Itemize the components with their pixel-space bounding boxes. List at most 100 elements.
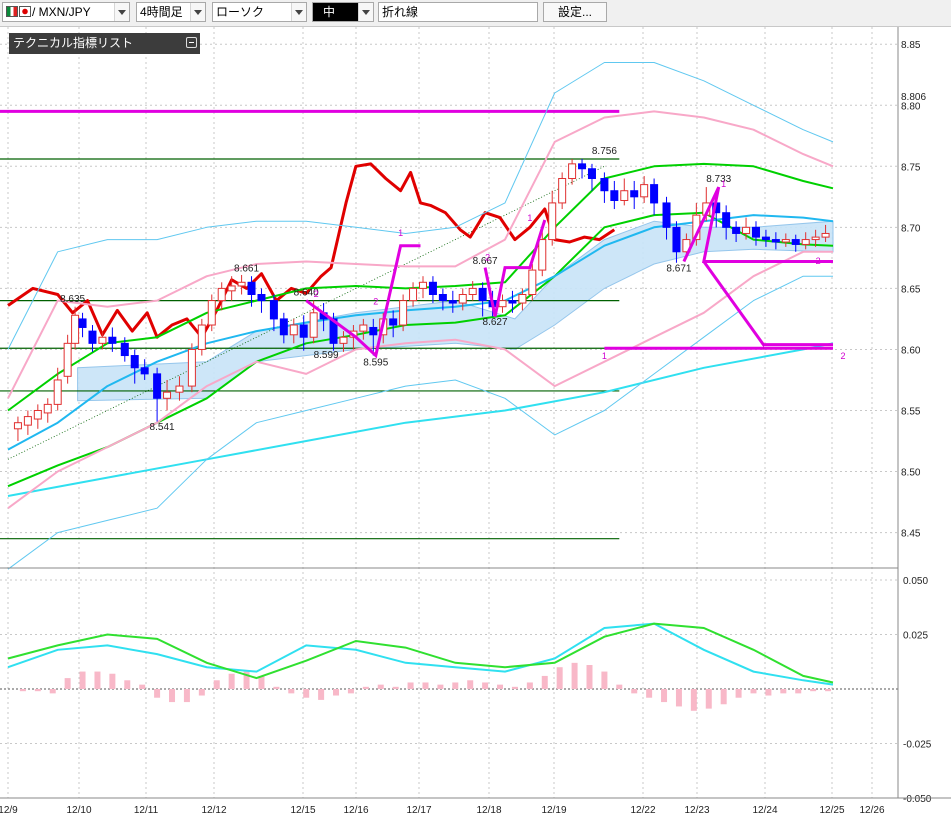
candle-down	[650, 184, 659, 204]
x-tick-label: 12/17	[406, 805, 431, 816]
axes: 12/9 12/10 12/11 12/12 12/15 12/16 12/17 12/18 1…	[0, 27, 951, 816]
candle-down	[610, 190, 619, 201]
chart-style-select[interactable]: ローソク	[212, 2, 307, 22]
price-annotation: 8.667	[473, 256, 498, 267]
x-tick-label: 12/19	[541, 805, 566, 816]
price-tick-label: 8.45	[901, 529, 921, 540]
price-tick-label: 8.50	[901, 468, 921, 479]
drawn-zigzag	[702, 260, 833, 347]
macd-histogram-bar	[139, 684, 146, 689]
macd-histogram-bar	[586, 665, 593, 689]
price-annotations: 8.635 8.661 8.640 8.599 8.595 8.541 8.667 8.627…	[60, 146, 845, 433]
timeframe-select[interactable]: 4時間足	[136, 2, 206, 22]
x-tick-label: 12/12	[201, 805, 226, 816]
candle-up	[538, 239, 547, 271]
price-annotation: 8.599	[314, 350, 339, 361]
mexico-flag-icon	[6, 6, 18, 17]
candle-up	[468, 287, 477, 296]
macd-histogram-bar	[303, 689, 310, 698]
chevron-down-icon	[190, 3, 205, 21]
candle-up	[548, 202, 557, 241]
macd-histogram-bar	[616, 684, 623, 689]
trend-line	[7, 165, 605, 460]
candle-up	[528, 269, 537, 295]
candle-up	[620, 190, 629, 201]
candle-up	[409, 287, 418, 302]
candle-down	[508, 300, 517, 304]
candle-down	[600, 178, 609, 192]
price-chart[interactable]: 8.635 8.661 8.640 8.599 8.595 8.541 8.667 8.627…	[0, 27, 951, 818]
symbol-select[interactable]: / MXN/JPY	[2, 2, 130, 22]
price-annotation: 8.640	[294, 288, 319, 299]
candle-up	[53, 379, 62, 405]
candle-up	[498, 300, 507, 308]
candle-down	[478, 287, 487, 302]
price-tick-label: 8.60	[901, 345, 921, 356]
candle-up	[289, 324, 298, 336]
price-annotation: 8.635	[60, 294, 85, 305]
macd-histogram-bar	[169, 689, 176, 703]
candle-up	[568, 163, 577, 180]
drawn-zigzag	[483, 219, 547, 317]
candle-up	[63, 342, 72, 377]
candle-down	[751, 226, 760, 238]
macd-signal-line	[7, 622, 834, 684]
candle-up	[237, 281, 246, 287]
macd-histogram-bar	[437, 684, 444, 689]
price-tick-label: 8.55	[901, 406, 921, 417]
wave-label: 1	[398, 228, 403, 238]
price-tick-label: 8.70	[901, 223, 921, 234]
candle-down	[120, 342, 129, 357]
settings-button[interactable]: 設定...	[543, 2, 607, 22]
price-tick-label: 8.65	[901, 284, 921, 295]
chart-grid	[0, 27, 898, 799]
indicator-list-panel[interactable]: テクニカル指標リスト	[9, 33, 200, 54]
x-tick-label: 12/23	[684, 805, 709, 816]
macd-histogram-bar	[109, 673, 116, 689]
wave-label: 2	[485, 252, 490, 262]
macd-histogram-bar	[825, 689, 832, 692]
candle-up	[518, 294, 527, 304]
price-tick-label: 8.75	[901, 162, 921, 173]
size-select[interactable]: 中	[312, 2, 374, 22]
candle-down	[428, 281, 437, 295]
x-tick-label: 12/18	[476, 805, 501, 816]
candle-up	[309, 312, 318, 338]
x-tick-label: 12/26	[859, 805, 884, 816]
macd-histogram-bar	[526, 682, 533, 689]
bb_outer_lower-line	[7, 275, 833, 570]
x-tick-label: 12/25	[819, 805, 844, 816]
macd-histogram-bar	[34, 689, 41, 692]
price-annotation: 8.733	[706, 174, 731, 185]
candle-up	[71, 314, 80, 344]
candle-up	[217, 287, 226, 302]
collapse-icon[interactable]	[186, 37, 197, 48]
macd-histogram-bar	[273, 686, 280, 689]
macd-histogram-bar	[94, 671, 101, 689]
candle-down	[587, 168, 596, 180]
candle-up	[418, 281, 427, 289]
macd-histogram-bar	[377, 684, 384, 689]
line-tool-select[interactable]: 折れ線	[378, 2, 538, 22]
candle-up	[801, 239, 810, 245]
candle-down	[78, 318, 87, 328]
macd-histogram-bar	[124, 680, 131, 689]
x-tick-label: 12/10	[66, 805, 91, 816]
macd-histogram-bar	[467, 680, 474, 689]
toolbar: / MXN/JPY 4時間足 ローソク 中 折れ線 設定...	[0, 0, 951, 27]
candle-up	[811, 236, 820, 241]
wave-label: 1	[721, 179, 726, 189]
candle-up	[227, 285, 236, 292]
candle-up	[187, 348, 196, 387]
x-tick-label: 12/22	[630, 805, 655, 816]
chart-style-label: ローソク	[216, 5, 265, 19]
candle-down	[279, 318, 288, 336]
candle-down	[247, 281, 256, 295]
chevron-down-icon	[291, 3, 306, 21]
rsi-line	[7, 162, 616, 339]
wave-label: 2	[373, 296, 378, 306]
wave-label: 1	[602, 351, 607, 361]
macd-histogram-bar	[318, 689, 325, 700]
macd-histogram-bar	[64, 678, 71, 689]
x-tick-label: 12/15	[290, 805, 315, 816]
